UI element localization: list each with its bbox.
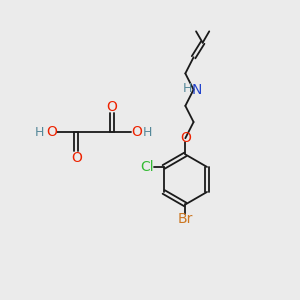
Text: O: O — [71, 151, 82, 165]
Text: Br: Br — [178, 212, 193, 226]
Text: Cl: Cl — [141, 160, 154, 174]
Text: O: O — [46, 125, 57, 139]
Text: N: N — [191, 83, 202, 97]
Text: H: H — [142, 126, 152, 139]
Text: O: O — [106, 100, 117, 114]
Text: H: H — [34, 126, 44, 139]
Text: H: H — [183, 82, 192, 95]
Text: O: O — [131, 125, 142, 139]
Text: O: O — [180, 131, 191, 145]
